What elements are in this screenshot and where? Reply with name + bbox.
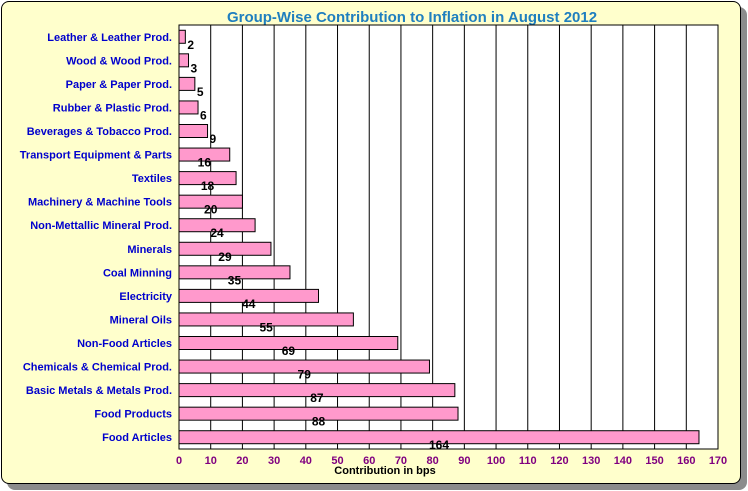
bar xyxy=(178,265,291,280)
x-tick-label: 140 xyxy=(614,455,632,467)
bar-value-label: 88 xyxy=(312,415,326,429)
x-tick-label: 30 xyxy=(268,455,280,467)
bar-value-label: 16 xyxy=(198,156,212,170)
category-label: Paper & Paper Prod. xyxy=(66,79,172,91)
bar xyxy=(178,336,399,350)
category-labels: Leather & Leather Prod. Wood & Wood Prod.… xyxy=(20,32,173,444)
x-tick-label: 130 xyxy=(582,455,600,467)
bar-value-label: 20 xyxy=(204,203,218,217)
category-label: Machinery & Machine Tools xyxy=(28,197,172,209)
category-label: Electricity xyxy=(119,291,172,303)
bar-value-label: 18 xyxy=(201,179,215,193)
category-label: Mineral Oils xyxy=(110,314,172,326)
bar-value-label: 3 xyxy=(191,61,198,75)
category-label: Chemicals & Chemical Prod. xyxy=(23,362,172,374)
bar-value-label: 164 xyxy=(429,438,449,452)
bar xyxy=(178,29,186,44)
bar-value-label: 2 xyxy=(187,38,194,52)
x-tick-label: 170 xyxy=(709,455,727,467)
bar xyxy=(178,194,243,209)
x-tick-label: 50 xyxy=(331,455,343,467)
category-label: Food Products xyxy=(94,409,172,421)
category-label: Wood & Wood Prod. xyxy=(66,55,172,67)
category-label: Minerals xyxy=(127,244,172,256)
x-tick-label: 70 xyxy=(395,455,407,467)
bar xyxy=(178,100,199,115)
x-tick-label: 110 xyxy=(519,455,537,467)
x-tick-label: 120 xyxy=(550,455,568,467)
bar xyxy=(178,430,700,445)
category-label: Leather & Leather Prod. xyxy=(47,32,172,44)
bar xyxy=(178,359,430,374)
x-tick-label: 80 xyxy=(427,455,439,467)
bar xyxy=(178,312,354,327)
x-axis-title: Contribution in bps xyxy=(334,465,435,477)
category-label: Transport Equipment & Parts xyxy=(20,150,172,162)
bar-value-label: 24 xyxy=(210,226,224,240)
bar xyxy=(178,124,209,138)
bar-value-label: 35 xyxy=(228,273,242,287)
category-label: Non-Food Articles xyxy=(77,338,172,350)
bar-value-label: 87 xyxy=(310,391,324,405)
category-label: Non-Mettallic Mineral Prod. xyxy=(30,220,172,232)
bar-value-label: 5 xyxy=(197,85,204,99)
category-label: Coal Minning xyxy=(103,267,172,279)
x-tick-label: 160 xyxy=(677,455,695,467)
category-label: Beverages & Tobacco Prod. xyxy=(27,126,172,138)
bar xyxy=(178,147,231,162)
x-tick-label: 90 xyxy=(458,455,470,467)
x-tick-label: 10 xyxy=(205,455,217,467)
bar-value-label: 79 xyxy=(298,368,312,382)
x-tick-label: 40 xyxy=(300,455,312,467)
category-label: Textiles xyxy=(132,173,172,185)
bar xyxy=(178,383,456,398)
plot-area xyxy=(178,24,719,450)
bar xyxy=(178,218,256,233)
category-label: Food Articles xyxy=(102,432,172,444)
x-tick-label: 60 xyxy=(363,455,375,467)
category-label: Rubber & Plastic Prod. xyxy=(53,102,172,114)
category-label: Basic Metals & Metals Prod. xyxy=(26,385,172,397)
bar-value-label: 6 xyxy=(200,108,207,122)
bar xyxy=(178,241,272,256)
x-tick-label: 150 xyxy=(645,455,663,467)
bar-value-label: 55 xyxy=(260,320,274,334)
bar-value-label: 44 xyxy=(242,297,256,311)
bar-value-label: 29 xyxy=(218,250,232,264)
bar xyxy=(178,406,459,421)
bar xyxy=(178,171,237,186)
bar-value-label: 69 xyxy=(282,344,296,358)
x-tick-label: 100 xyxy=(487,455,505,467)
x-tick-label: 0 xyxy=(176,455,182,467)
x-tick-labels: 0 10 20 30 40 50 60 70 80 90 100 110 120 130 140 150 160… xyxy=(176,455,727,467)
x-tick-label: 20 xyxy=(236,455,248,467)
bar xyxy=(178,53,190,68)
bar-value-label: 9 xyxy=(210,132,217,146)
bar xyxy=(178,76,196,91)
gridlines xyxy=(210,25,687,449)
chart-title: Group-Wise Contribution to Inflation in … xyxy=(227,9,597,26)
bar xyxy=(178,288,320,303)
